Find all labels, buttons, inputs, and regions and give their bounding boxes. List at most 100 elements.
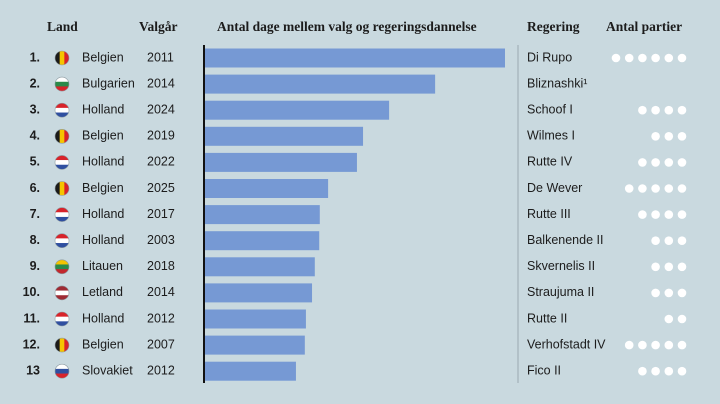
year: 2022	[147, 155, 175, 169]
rank: 12.	[23, 337, 40, 351]
bar	[205, 257, 315, 277]
country: Belgien	[82, 50, 124, 64]
flag-ring	[54, 155, 70, 170]
flag-stripe	[55, 259, 69, 265]
party-dot	[651, 210, 660, 219]
flag-stripe	[64, 338, 69, 353]
year: 2018	[147, 259, 175, 273]
header-year: Valgår	[139, 19, 178, 34]
party-dot	[651, 53, 660, 63]
flag-stripe	[59, 51, 65, 65]
country: Holland	[82, 233, 124, 247]
flag-stripe	[55, 295, 69, 300]
flag-stripe	[64, 51, 69, 65]
bar	[205, 126, 364, 146]
party-dot	[664, 132, 674, 141]
government: Rutte III	[527, 207, 571, 221]
flag-stripe	[59, 181, 65, 196]
year: 2025	[147, 181, 175, 195]
flag-stripe	[55, 290, 69, 296]
country: Letland	[82, 285, 123, 299]
party-dot	[677, 105, 687, 115]
flag-stripe	[55, 264, 69, 270]
bar	[205, 74, 436, 94]
party-dot	[638, 53, 647, 63]
year: 2003	[147, 233, 175, 247]
party-dot	[651, 236, 660, 245]
rank: 8.	[30, 233, 40, 247]
flag-stripe	[55, 103, 69, 109]
party-dot	[664, 288, 674, 298]
party-dot	[651, 288, 660, 298]
party-dot	[677, 236, 687, 245]
flag-ring	[54, 337, 70, 353]
party-dot	[677, 340, 687, 350]
party-dot	[664, 236, 674, 245]
bar	[205, 179, 329, 198]
country: Holland	[82, 207, 124, 221]
flag-stripe	[64, 181, 69, 196]
flag-ring	[54, 311, 70, 327]
party-dot	[677, 132, 687, 141]
party-dot	[664, 314, 674, 324]
flag-stripe	[55, 160, 69, 166]
party-dot	[624, 184, 634, 193]
bar	[205, 335, 305, 355]
flag-ring	[54, 363, 70, 379]
party-dot	[664, 158, 674, 167]
flag-stripe	[55, 233, 69, 239]
party-dot	[664, 262, 674, 272]
bar	[205, 309, 306, 329]
party-dot	[677, 262, 687, 272]
country: Holland	[82, 311, 124, 325]
flag-ring	[54, 259, 70, 275]
flag	[55, 155, 69, 170]
party-dot	[677, 158, 687, 167]
flag-stripe	[55, 181, 60, 196]
party-dot	[664, 184, 674, 193]
party-dot	[638, 105, 647, 115]
flag-ring	[54, 207, 70, 222]
government: Rutte II	[527, 311, 567, 325]
party-dot	[611, 53, 621, 63]
flag-stripe	[55, 155, 69, 161]
flag	[55, 233, 69, 248]
header-value: Antal dage mellem valg og regeringsdanne…	[217, 19, 477, 34]
flag	[55, 259, 69, 274]
country: Belgien	[82, 129, 124, 143]
flag-stripe	[55, 373, 69, 379]
party-dot	[664, 366, 674, 376]
government: Bliznashki¹	[527, 76, 587, 90]
rank: 10.	[23, 285, 40, 299]
flag	[55, 285, 69, 300]
rank: 6.	[30, 181, 40, 195]
party-dot	[651, 158, 660, 167]
party-dot	[664, 105, 674, 115]
party-dot	[651, 132, 660, 141]
flag-ring	[54, 233, 70, 248]
bar	[205, 361, 296, 381]
year: 2007	[147, 337, 175, 351]
flag-stripe	[55, 164, 69, 170]
flag	[55, 103, 69, 118]
party-dot	[651, 366, 660, 376]
rank: 9.	[30, 259, 40, 273]
party-dot	[624, 53, 634, 63]
flag-stripe	[55, 368, 69, 374]
flag-stripe	[55, 216, 69, 222]
flag-stripe	[55, 238, 69, 244]
rank: 11.	[23, 311, 40, 325]
flag-ring	[54, 181, 70, 196]
flag-stripe	[55, 107, 69, 113]
country: Holland	[82, 102, 124, 116]
bar	[205, 283, 313, 303]
party-dot	[677, 288, 687, 298]
header-government: Regering	[527, 19, 580, 34]
bar	[205, 100, 390, 120]
party-dot	[677, 184, 687, 193]
flag-stripe	[55, 81, 69, 87]
party-dot	[651, 340, 660, 350]
government: Fico II	[527, 363, 561, 377]
flag-stripe	[55, 338, 60, 353]
